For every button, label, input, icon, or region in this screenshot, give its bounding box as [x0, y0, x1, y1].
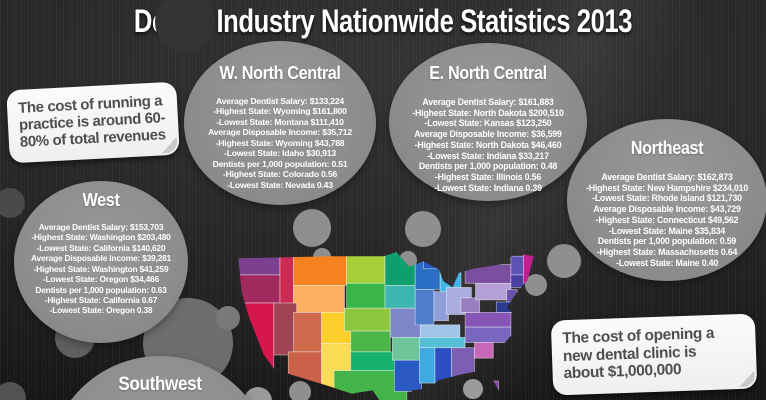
region-bubble-w-north-central: W. North Central Average Dentist Salary:… — [184, 41, 376, 205]
stat-line: -Highest State: Washington $203,480 — [31, 232, 171, 243]
stat-line: -Lowest State: Maine $35,834 — [608, 225, 726, 236]
stat-line: -Highest State: Illinois 0.56 — [434, 172, 542, 183]
stat-line: -Lowest State: Nevada 0.43 — [227, 179, 333, 190]
decor-circle — [0, 382, 26, 400]
stat-line: -Lowest State: California $140,620 — [36, 242, 166, 253]
region-title: Northeast — [630, 138, 704, 158]
region-stats: Average Dentist Salary: $161,883 -Highest… — [389, 97, 587, 193]
decor-circle — [463, 379, 483, 399]
stat-line: Dentists per 1,000 population: 0.59 — [597, 236, 737, 247]
stat-line: Average Disposable Income: $39,281 — [31, 253, 171, 264]
stat-line: -Lowest State: Kansas $123,250 — [424, 118, 552, 129]
region-bubble-west: West Average Dentist Salary: $153,703 -Hi… — [14, 181, 188, 343]
decor-circle — [216, 306, 240, 330]
region-bubble-northeast: Northeast Average Dentist Salary: $162,8… — [567, 119, 766, 281]
region-stats: Average Dentist Salary: $133,224 -Highest… — [184, 96, 376, 190]
region-title: West — [82, 190, 120, 210]
decor-circle — [0, 188, 25, 218]
stat-line: Average Dentist Salary: $153,703 — [38, 222, 164, 232]
stat-line: -Highest State: Washington $41,259 — [33, 263, 169, 274]
stat-line: Average Disposable Income: $35,712 — [208, 127, 352, 138]
decor-circle — [547, 244, 581, 278]
stat-line: Average Dentist Salary: $133,224 — [216, 96, 344, 106]
decor-circle — [244, 387, 272, 400]
note-opening-cost: The cost of opening a new dental clinic … — [550, 313, 758, 396]
region-bubble-e-north-central: E. North Central Average Dentist Salary:… — [389, 43, 587, 201]
stat-line: -Lowest State: Montana $111,410 — [216, 116, 344, 127]
stat-line: -Highest State: North Dakota $46,460 — [414, 139, 562, 150]
stat-line: -Lowest State: Oregon 0.38 — [49, 305, 153, 316]
stat-line: -Lowest State: Indiana 0.39 — [434, 182, 542, 193]
decor-circle — [289, 381, 311, 400]
stat-line: -Highest State: Colorado 0.56 — [222, 169, 338, 180]
stat-line: -Highest State: New Hampshire $234,010 — [585, 182, 749, 193]
region-title: E. North Central — [429, 63, 547, 83]
stat-line: Average Disposable Income: $43,729 — [593, 204, 741, 215]
stat-line: -Lowest State: Oregon $34,466 — [42, 274, 160, 285]
stat-line: -Highest State: California 0.67 — [44, 294, 158, 305]
stat-line: -Highest State: Massachusetts 0.64 — [596, 247, 738, 258]
decor-circle — [293, 209, 331, 247]
stat-line: -Lowest State: Idaho $30,913 — [224, 148, 336, 159]
region-stats: Average Dentist Salary: $162,873 -Highest… — [567, 172, 766, 268]
stat-line: Dentists per 1,000 population: 0.51 — [212, 158, 348, 169]
note-running-cost: The cost of running a practice is around… — [6, 81, 180, 164]
region-title: W. North Central — [219, 63, 341, 83]
page-title: Dental Industry Nationwide Statistics 20… — [133, 3, 633, 39]
stat-line: -Highest State: North Dakota $200,510 — [412, 107, 564, 118]
stat-line: -Highest State: Wyoming $161,800 — [213, 106, 347, 117]
us-states-map — [238, 252, 534, 400]
decor-circle — [405, 211, 441, 247]
stat-line: Average Dentist Salary: $161,883 — [422, 97, 554, 107]
stat-line: Average Dentist Salary: $162,873 — [601, 172, 733, 182]
stat-line: -Lowest State: Maine 0.40 — [615, 257, 719, 268]
stat-line: Dentists per 1,000 population: 0.48 — [418, 161, 558, 172]
stat-line: Average Disposable Income: $36,599 — [414, 129, 562, 140]
stat-line: -Lowest State: Rhode Island $121,730 — [592, 193, 742, 204]
stat-line: -Lowest State: Indiana $33,217 — [427, 150, 549, 161]
stat-line: Dentists per 1,000 population: 0.63 — [35, 284, 167, 295]
stat-line: -Highest State: Wyoming $43,788 — [215, 137, 345, 148]
region-stats: Average Dentist Salary: $153,703 -Highest… — [14, 222, 188, 316]
decor-circle — [155, 0, 215, 52]
decor-circle — [525, 274, 547, 296]
state-tiles — [238, 252, 534, 400]
stat-line: -Highest State: Connecticut $49,562 — [595, 214, 739, 225]
region-title: Southwest — [118, 374, 202, 395]
